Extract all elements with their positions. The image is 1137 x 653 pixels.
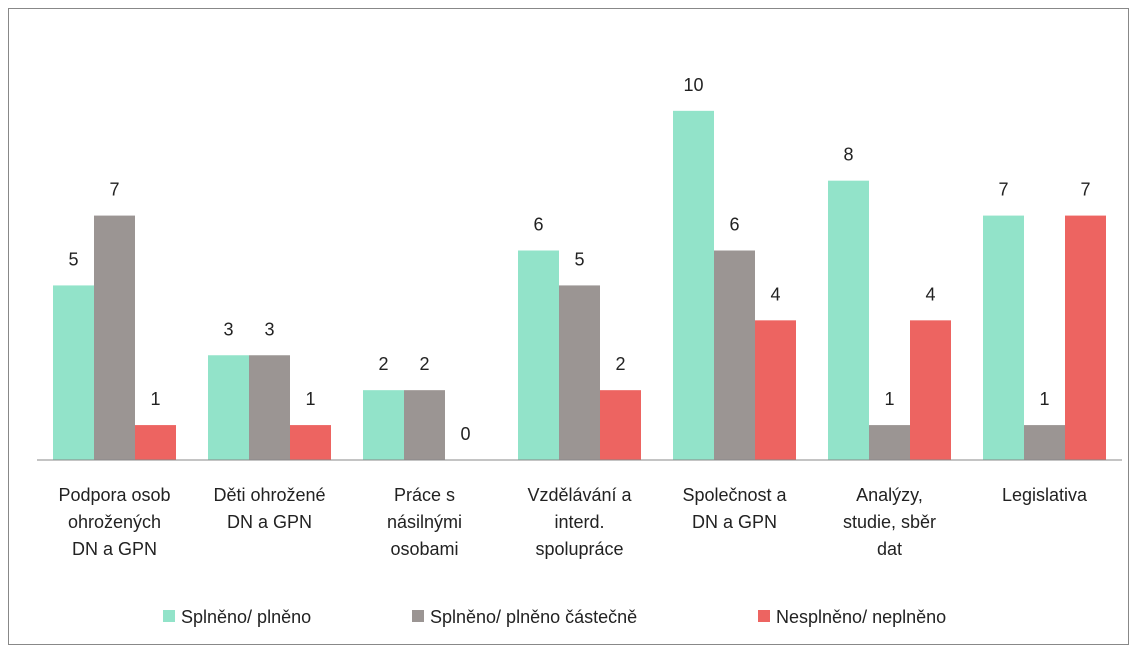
bar <box>518 250 559 460</box>
bar <box>755 320 796 460</box>
value-label: 1 <box>150 389 160 409</box>
value-label: 3 <box>223 319 233 339</box>
bar <box>714 250 755 460</box>
x-tick-label: Podpora osob ohrožených DN a GPN <box>58 485 171 559</box>
value-label: 4 <box>770 284 780 304</box>
value-label: 3 <box>264 319 274 339</box>
bar <box>983 215 1024 460</box>
bar <box>290 425 331 460</box>
bar <box>94 215 135 460</box>
value-label: 7 <box>1080 180 1090 200</box>
legend-swatch <box>412 610 424 622</box>
x-tick-label: Vzdělávání a interd. spolupráce <box>527 485 632 559</box>
bar <box>828 180 869 460</box>
value-label: 5 <box>574 249 584 269</box>
value-label: 5 <box>68 249 78 269</box>
bar <box>363 390 404 460</box>
value-label: 2 <box>378 354 388 374</box>
value-label: 2 <box>419 354 429 374</box>
bar <box>404 390 445 460</box>
bar <box>135 425 176 460</box>
value-label: 1 <box>305 389 315 409</box>
bar <box>1024 425 1065 460</box>
value-label: 0 <box>460 424 470 444</box>
value-label: 1 <box>1039 389 1049 409</box>
legend-label: Splněno/ plněno <box>181 607 311 627</box>
x-tick-label: Analýzy, studie, sběr dat <box>842 485 937 559</box>
value-label: 1 <box>884 389 894 409</box>
value-label: 8 <box>843 145 853 165</box>
value-label: 6 <box>729 215 739 235</box>
value-label: 7 <box>998 180 1008 200</box>
value-label: 6 <box>533 215 543 235</box>
legend-label: Splněno/ plněno částečně <box>430 607 637 627</box>
value-label: 2 <box>615 354 625 374</box>
value-label: 4 <box>925 284 935 304</box>
x-tick-label: Společnost a DN a GPN <box>682 485 787 532</box>
bar <box>869 425 910 460</box>
bar <box>673 110 714 460</box>
bar <box>208 355 249 460</box>
legend-swatch <box>163 610 175 622</box>
x-tick-label: Legislativa <box>1001 485 1088 505</box>
x-tick-label: Práce s násilnými osobami <box>386 485 463 559</box>
value-label: 7 <box>109 180 119 200</box>
bar <box>53 285 94 460</box>
legend-swatch <box>758 610 770 622</box>
bar <box>559 285 600 460</box>
legend-label: Nesplněno/ neplněno <box>776 607 946 627</box>
bar <box>910 320 951 460</box>
bar <box>249 355 290 460</box>
x-tick-label: Děti ohrožené DN a GPN <box>213 485 326 532</box>
bar <box>600 390 641 460</box>
value-label: 10 <box>683 75 703 95</box>
bar <box>1065 215 1106 460</box>
